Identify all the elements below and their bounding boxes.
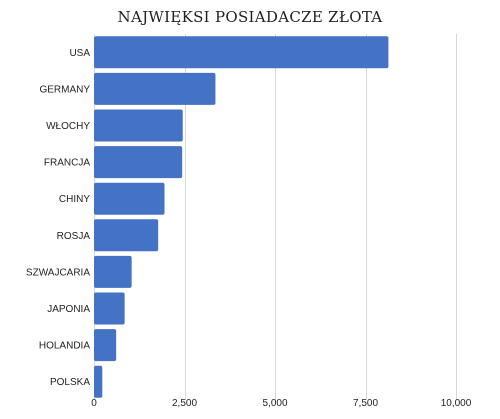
bar-germany [94, 72, 216, 105]
x-tick-label: 10,000 [441, 398, 472, 409]
bar-usa [94, 36, 389, 69]
category-label: GERMANY [39, 84, 90, 95]
x-tick-label: 5,000 [262, 398, 287, 409]
bars [94, 36, 389, 398]
x-tick-label: 0 [91, 398, 97, 409]
bar-rosja [94, 219, 159, 252]
bar-holandia [94, 329, 117, 362]
category-label: WŁOCHY [46, 121, 90, 132]
bar-francja [94, 146, 183, 179]
bar-szwajcaria [94, 255, 132, 288]
category-label: JAPONIA [47, 304, 90, 315]
bar-polska [94, 365, 103, 398]
x-axis-tick-labels: 0 2,500 5,000 7,500 10,000 [91, 398, 472, 409]
x-tick-label: 7,500 [353, 398, 378, 409]
bar-japonia [94, 292, 125, 325]
category-label: SZWAJCARIA [26, 267, 90, 278]
bar-włochy [94, 109, 183, 142]
x-tick-label: 2,500 [172, 398, 197, 409]
chart-title: NAJWIĘKSI POSIADACZE ZŁOTA [117, 8, 383, 26]
bar-chiny [94, 182, 165, 215]
category-label: ROSJA [57, 231, 91, 242]
category-label: USA [69, 48, 90, 59]
category-label: FRANCJA [44, 158, 90, 169]
category-label: POLSKA [50, 377, 90, 388]
category-labels: USA GERMANY WŁOCHY FRANCJA CHINY ROSJA SZWAJCA… [26, 48, 90, 388]
category-label: CHINY [59, 194, 90, 205]
category-label: HOLANDIA [39, 341, 90, 352]
